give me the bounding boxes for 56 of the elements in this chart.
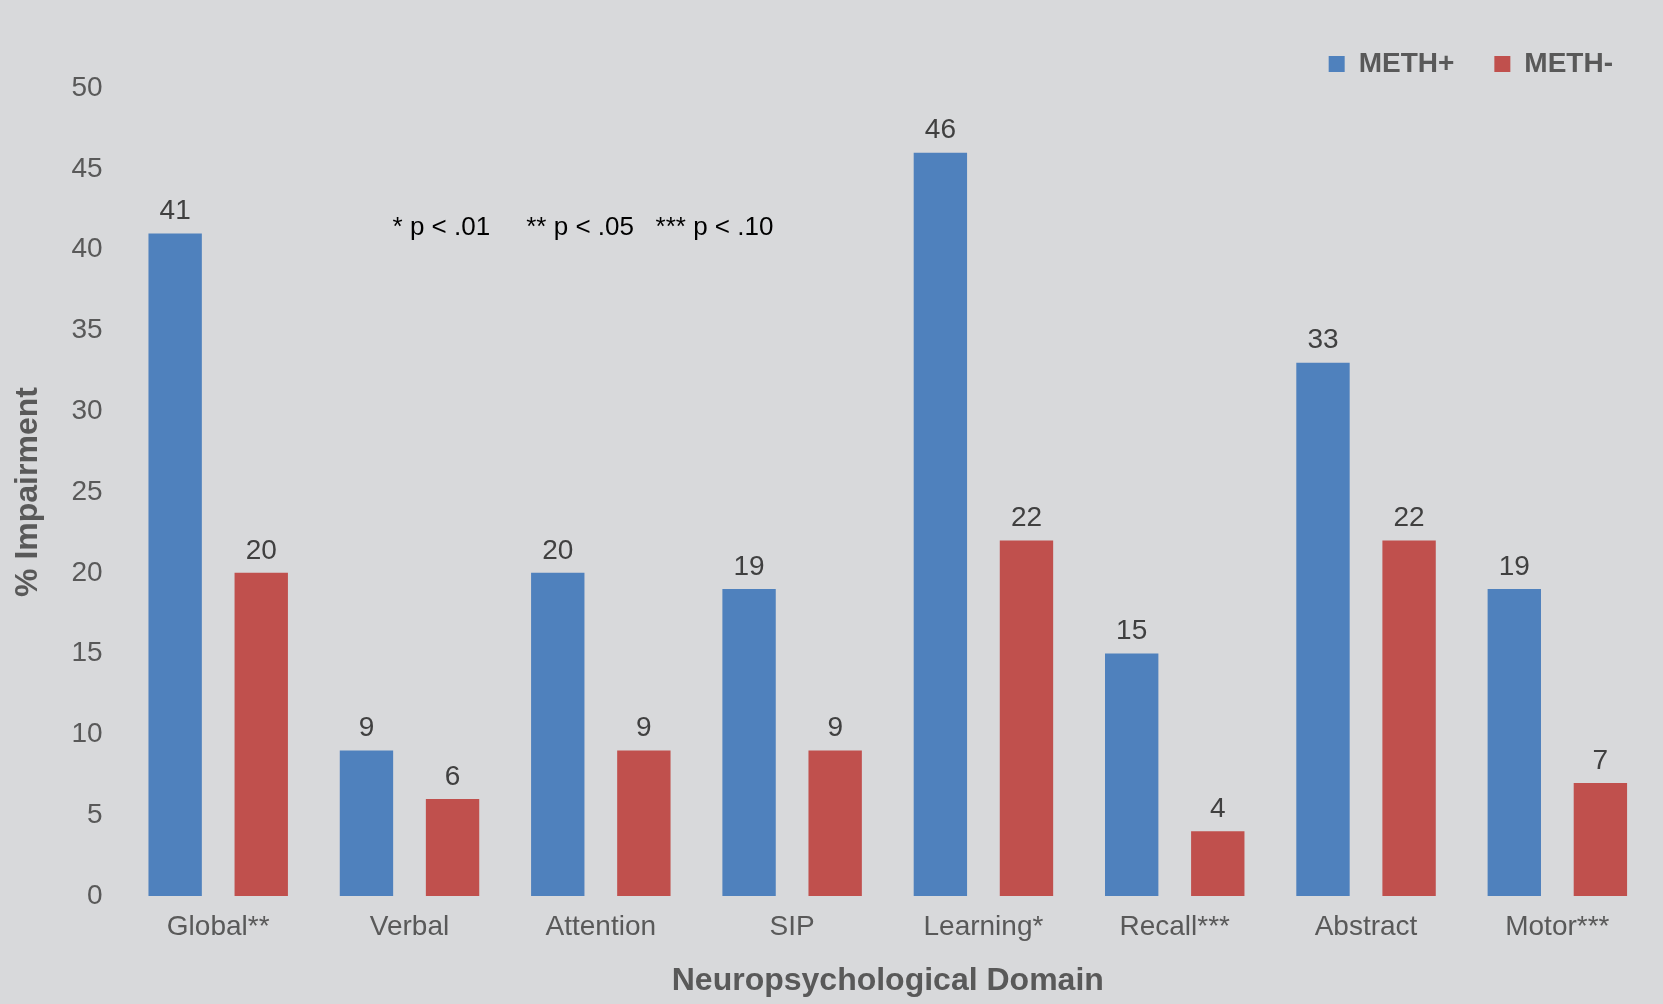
y-tick-label: 40 xyxy=(71,232,103,264)
bar xyxy=(1191,831,1245,896)
data-label: 7 xyxy=(1592,743,1609,775)
x-tick-label: Attention xyxy=(545,909,657,941)
x-tick-label: Global** xyxy=(166,909,270,941)
data-label: 20 xyxy=(245,533,277,565)
x-tick-label: Motor*** xyxy=(1505,909,1610,941)
y-tick-label: 45 xyxy=(71,151,103,183)
data-label: 6 xyxy=(444,759,461,791)
data-label: 9 xyxy=(636,711,652,743)
bar xyxy=(913,152,968,896)
x-tick-label: SIP xyxy=(769,909,815,941)
bar xyxy=(617,750,671,896)
data-label: 46 xyxy=(924,113,956,145)
bar xyxy=(1487,588,1541,896)
bar xyxy=(531,572,585,896)
data-label: 22 xyxy=(1010,501,1043,533)
data-label: 22 xyxy=(1393,501,1425,533)
y-tick-label: 50 xyxy=(71,70,103,102)
data-label: 4 xyxy=(1209,792,1226,824)
data-label: 33 xyxy=(1307,323,1339,355)
x-tick-label: Abstract xyxy=(1314,909,1418,941)
bar xyxy=(722,588,776,896)
y-tick-label: 30 xyxy=(71,393,103,425)
bar xyxy=(1105,653,1159,896)
bar xyxy=(234,572,288,896)
data-label: 20 xyxy=(542,533,574,565)
y-tick-label: 35 xyxy=(71,313,103,345)
bar xyxy=(1296,362,1350,896)
bar xyxy=(1382,540,1436,896)
bar xyxy=(808,750,862,896)
data-label: 41 xyxy=(159,194,191,226)
annotation: * p < .01 ** p < .05 *** p < .10 xyxy=(392,211,774,242)
x-tick-label: Verbal xyxy=(369,909,450,941)
data-label: 19 xyxy=(733,549,765,581)
y-tick-label: 0 xyxy=(86,878,103,910)
data-label: 15 xyxy=(1116,614,1148,646)
x-axis-title: Neuropsychological Domain xyxy=(671,960,1104,997)
x-tick-label: Learning* xyxy=(923,909,1044,941)
y-tick-label: 20 xyxy=(71,555,103,587)
y-tick-label: 15 xyxy=(71,636,103,668)
bar xyxy=(425,799,480,896)
data-label: 19 xyxy=(1498,549,1530,581)
bar xyxy=(339,750,394,896)
y-tick-label: 25 xyxy=(71,474,103,506)
bar xyxy=(999,540,1054,896)
bar xyxy=(148,233,202,896)
bar xyxy=(1573,782,1628,896)
data-label: 9 xyxy=(827,711,843,743)
x-tick-label: Recall*** xyxy=(1119,909,1231,941)
y-axis-title: % Impairment xyxy=(8,386,45,597)
y-tick-label: 5 xyxy=(86,797,103,829)
data-label: 9 xyxy=(358,711,375,743)
legend-label: METH+ xyxy=(1358,46,1455,78)
y-tick-label: 10 xyxy=(71,717,103,749)
legend-label: METH- xyxy=(1524,46,1614,78)
